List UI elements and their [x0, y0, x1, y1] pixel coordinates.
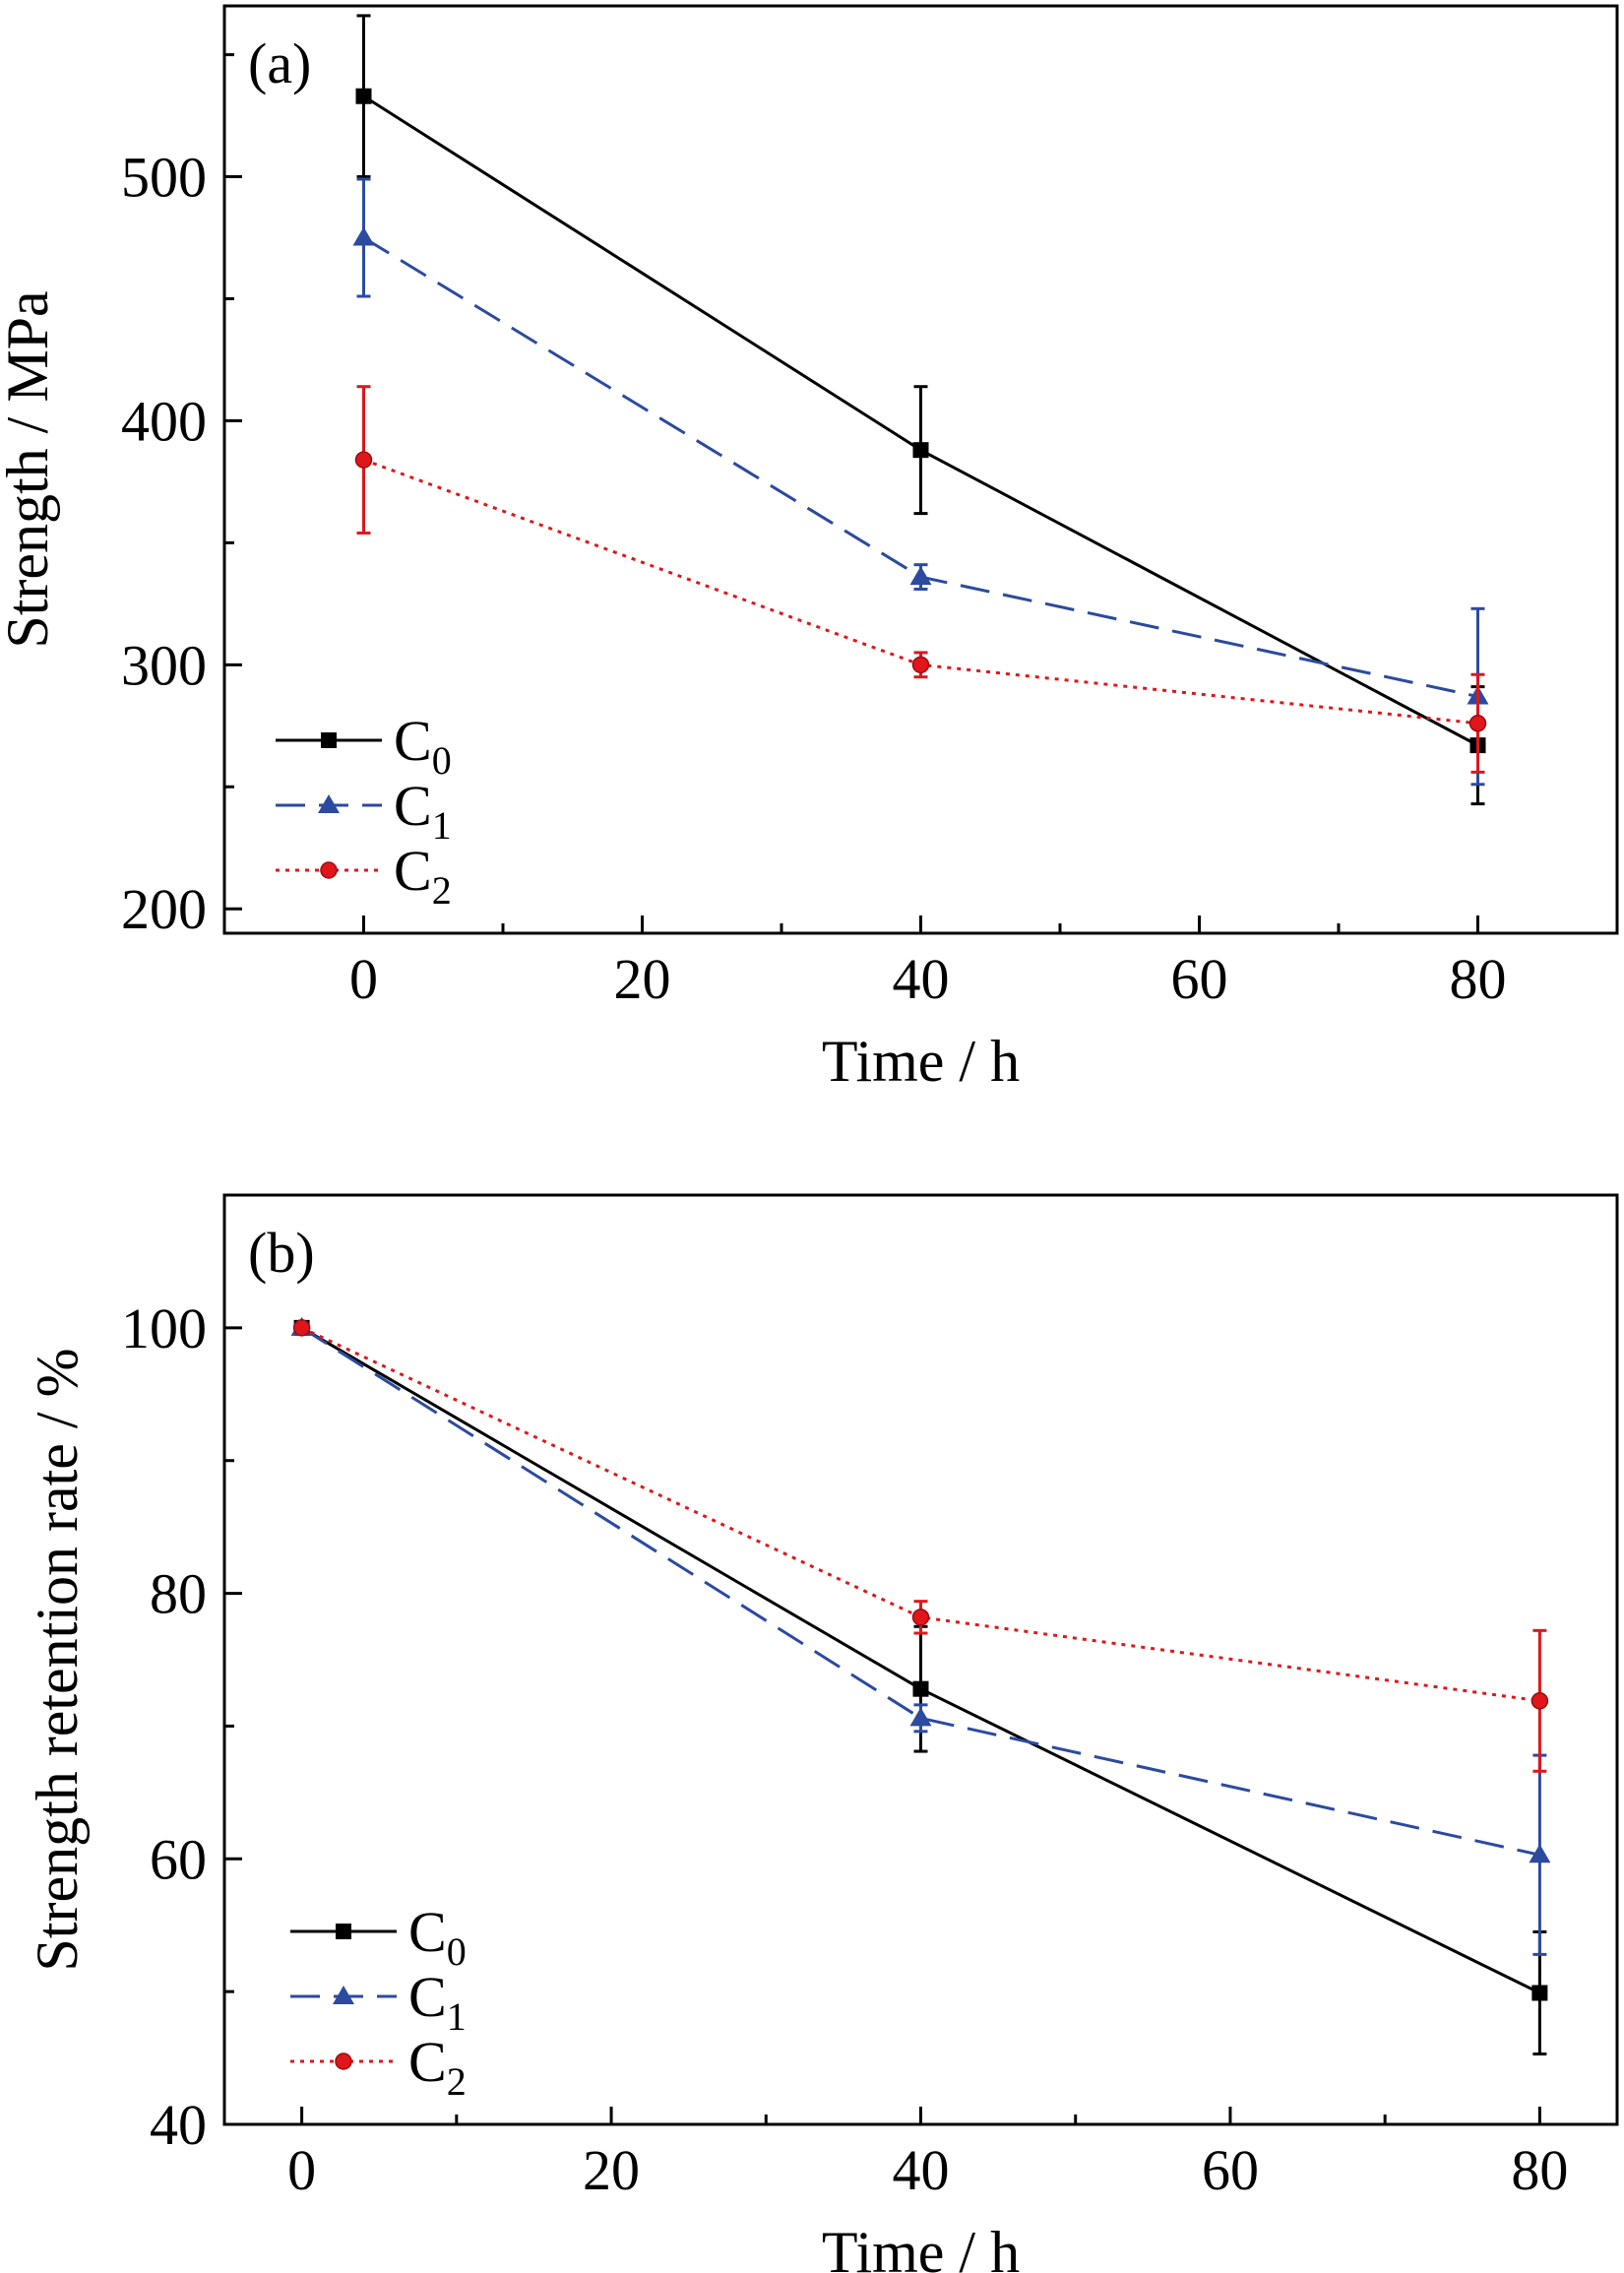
x-tick-label: 80: [1450, 947, 1507, 1011]
legend-label: C1: [394, 774, 452, 848]
y-tick-label: 200: [121, 877, 207, 941]
legend-subscript: 0: [432, 738, 452, 783]
legend-marker: [320, 861, 338, 879]
legend-subscript: 2: [432, 868, 452, 913]
series-c0: [355, 14, 1486, 806]
legend-entry-c2: C2: [290, 2030, 467, 2104]
legend-subscript: 2: [447, 2059, 467, 2104]
y-tick-label: 500: [121, 146, 207, 210]
x-tick-label: 40: [893, 947, 950, 1011]
data-point: [352, 226, 375, 246]
x-tick-label: 0: [349, 947, 378, 1011]
y-tick-label: 400: [121, 389, 207, 453]
x-tick-label: 80: [1511, 2138, 1568, 2202]
y-axis-label: Strength / MPa: [0, 290, 60, 648]
data-point: [1530, 1692, 1549, 1710]
y-tick-label: 100: [121, 1296, 207, 1360]
x-axis-label: Time / h: [822, 1029, 1020, 1094]
legend-subscript: 0: [447, 1929, 467, 1974]
data-point: [1529, 1844, 1551, 1863]
x-tick-label: 20: [583, 2138, 640, 2202]
data-point: [911, 656, 930, 674]
legend-label: C1: [408, 1965, 467, 2039]
data-point: [354, 451, 373, 469]
y-tick-label: 60: [150, 1827, 207, 1891]
legend-entry-c1: C1: [290, 1965, 467, 2039]
legend-marker: [335, 2052, 352, 2070]
x-tick-label: 40: [893, 2138, 950, 2202]
data-point: [1531, 1985, 1548, 2001]
y-axis-label: Strength retention rate / %: [25, 1348, 90, 1971]
legend-entry-c0: C0: [290, 1900, 467, 1974]
data-point: [912, 1680, 929, 1697]
y-tick-label: 80: [150, 1562, 207, 1626]
data-point: [909, 566, 932, 586]
legend-subscript: 1: [432, 803, 452, 848]
legend-marker: [333, 1986, 354, 2004]
legend-entry-c1: C1: [276, 774, 452, 848]
y-tick-label: 300: [121, 633, 207, 697]
data-point: [355, 88, 372, 104]
x-axis-label: Time / h: [822, 2220, 1020, 2273]
legend-marker: [321, 732, 337, 748]
legend-label: C0: [408, 1900, 467, 1974]
x-tick-label: 20: [614, 947, 671, 1011]
y-tick-label: 40: [150, 2093, 207, 2157]
data-point: [909, 1707, 932, 1727]
legend-marker: [318, 794, 340, 813]
x-tick-label: 60: [1171, 947, 1228, 1011]
series-line-c1: [300, 1326, 1540, 1857]
series-c0: [293, 1319, 1548, 2056]
legend-label: C2: [408, 2030, 467, 2104]
data-point: [911, 1609, 930, 1626]
data-point: [912, 442, 929, 459]
data-point: [292, 1319, 311, 1337]
legend-entry-c2: C2: [276, 839, 452, 913]
series-line-c2: [300, 1326, 1540, 1703]
x-tick-label: 60: [1202, 2138, 1259, 2202]
panel-label: (a): [248, 32, 311, 95]
legend-entry-c0: C0: [276, 709, 452, 783]
x-tick-label: 0: [287, 2138, 316, 2202]
data-point: [1468, 715, 1487, 732]
legend-label: C0: [394, 709, 452, 783]
series-c2: [354, 385, 1487, 774]
legend-subscript: 1: [447, 1994, 467, 2039]
legend-marker: [336, 1924, 351, 1939]
series-c2: [292, 1319, 1549, 1773]
panel-label: (b): [248, 1221, 315, 1285]
legend-label: C2: [394, 839, 452, 913]
